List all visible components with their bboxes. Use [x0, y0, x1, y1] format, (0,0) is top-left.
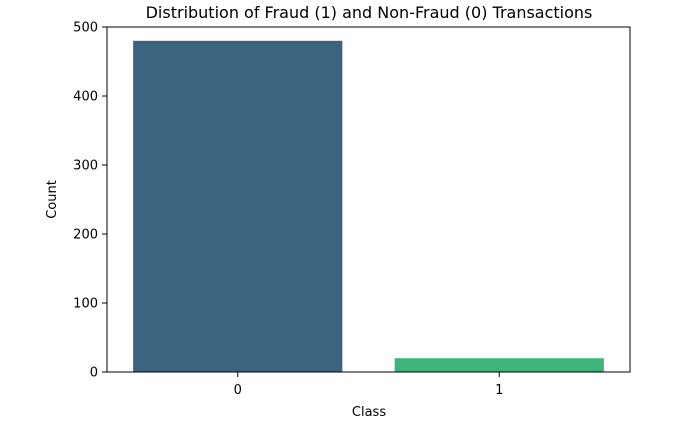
chart-title: Distribution of Fraud (1) and Non-Fraud …	[146, 3, 593, 22]
y-tick-label: 200	[73, 228, 98, 243]
bar-class-1	[394, 358, 604, 372]
y-tick-label: 0	[90, 366, 98, 381]
y-tick-label: 500	[73, 21, 98, 36]
bar-class-0	[133, 40, 343, 373]
x-axis-label: Class	[352, 405, 386, 420]
x-tick-label: 1	[495, 383, 503, 398]
plot-area-frame	[106, 26, 631, 373]
y-tick-label: 400	[73, 90, 98, 105]
y-axis-ticks: 0 100 200 300 400 500	[73, 21, 107, 381]
y-tick-label: 100	[73, 297, 98, 312]
x-tick-label: 0	[234, 383, 242, 398]
y-tick-label: 300	[73, 159, 98, 174]
y-axis-label: Count	[45, 180, 60, 219]
bars-group	[133, 40, 604, 373]
